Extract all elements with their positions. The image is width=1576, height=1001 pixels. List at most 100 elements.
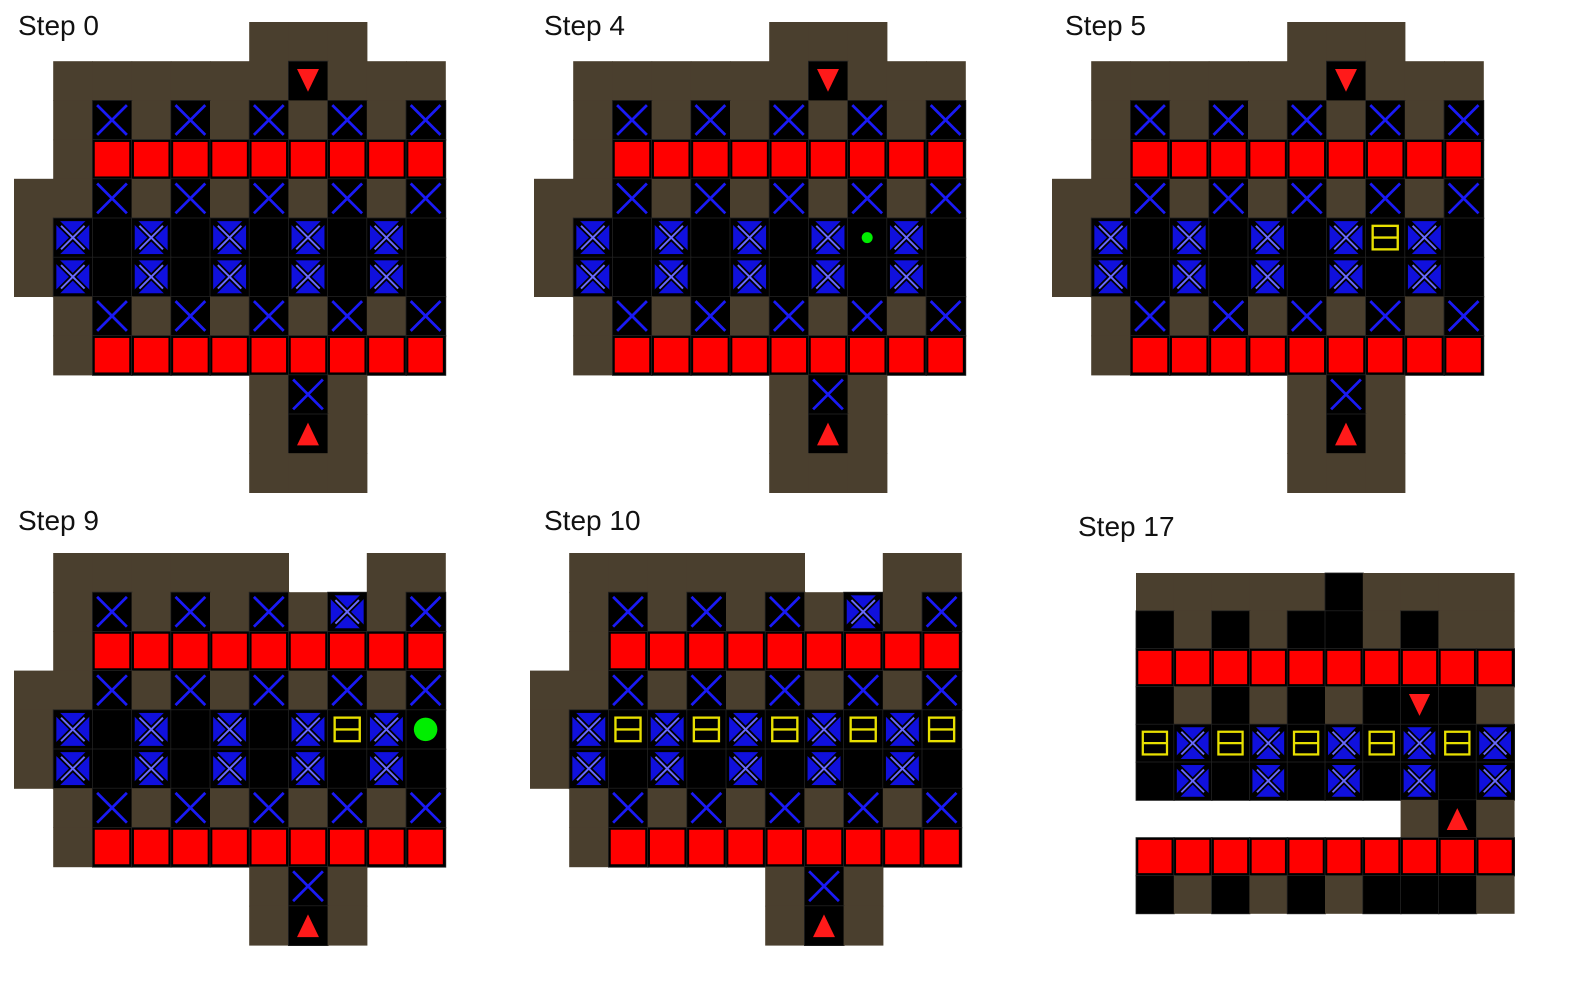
wall-tile — [1404, 178, 1445, 219]
wall-tile — [92, 61, 133, 101]
black-floor-tile — [1130, 256, 1171, 298]
red-box-icon — [882, 631, 923, 672]
black-floor-tile — [921, 748, 963, 790]
panel-label-step-5: Step 5 — [1065, 10, 1146, 41]
red-arrow-up-icon — [287, 413, 329, 455]
black-floor-tile — [248, 256, 290, 298]
wall-tile — [1326, 100, 1367, 141]
wall-tile — [1362, 573, 1402, 612]
black-floor-tile — [1286, 761, 1326, 801]
black-floor-tile — [925, 217, 967, 259]
blue-x-block-icon — [131, 217, 172, 259]
blue-x-block-icon — [1173, 761, 1213, 801]
red-box-icon — [287, 827, 329, 868]
red-box-icon — [405, 335, 447, 376]
yellow-gate-icon — [686, 709, 727, 750]
wall-tile — [573, 296, 613, 337]
wall-tile — [804, 670, 845, 711]
wall-tile — [530, 709, 570, 750]
blue-x-target-icon — [921, 670, 963, 711]
red-box-icon — [921, 631, 963, 672]
wall-tile — [726, 592, 766, 632]
blue-x-block-icon — [1169, 256, 1210, 298]
wall-tile — [804, 592, 845, 632]
black-floor-tile — [1211, 875, 1251, 915]
blue-x-block-icon — [725, 709, 767, 750]
wall-tile — [131, 178, 172, 219]
wall-tile — [1173, 610, 1213, 650]
blue-x-target-icon — [608, 591, 649, 633]
black-floor-tile — [248, 709, 290, 750]
wall-tile — [288, 788, 329, 828]
wall-tile — [1400, 573, 1439, 612]
red-box-icon — [1249, 648, 1289, 688]
wall-tile — [1169, 61, 1210, 101]
blue-x-block-icon — [209, 256, 251, 298]
blue-x-block-icon — [327, 591, 368, 633]
red-box-icon — [1173, 648, 1213, 688]
wall-tile — [53, 670, 93, 711]
wall-tile — [847, 22, 888, 62]
red-box-icon — [690, 139, 731, 180]
wall-tile — [131, 553, 172, 593]
red-box-icon — [1443, 335, 1485, 376]
red-box-icon — [1438, 648, 1478, 688]
blue-x-block-icon — [647, 709, 688, 750]
blue-x-target-icon — [405, 295, 447, 337]
black-floor-tile — [327, 748, 368, 790]
panel-label-step-4: Step 4 — [544, 10, 625, 41]
wall-tile — [1091, 178, 1131, 219]
red-box-icon — [248, 139, 290, 180]
wall-tile — [730, 61, 770, 101]
wall-tile — [1249, 686, 1288, 725]
wall-tile — [573, 61, 613, 101]
wall-tile — [1404, 100, 1445, 141]
wall-tile — [366, 296, 407, 337]
blue-x-block-icon — [1247, 256, 1289, 298]
wall-tile — [1287, 573, 1326, 612]
blue-x-target-icon — [925, 178, 967, 220]
wall-tile — [765, 553, 805, 593]
blue-x-target-icon — [1286, 100, 1328, 141]
wall-tile — [366, 178, 407, 219]
wall-tile — [1326, 22, 1367, 62]
blue-x-block-icon — [729, 217, 771, 259]
wall-tile — [534, 257, 574, 297]
red-box-icon — [1362, 648, 1402, 688]
red-box-icon — [1286, 648, 1326, 688]
blue-x-target-icon — [92, 100, 133, 141]
black-floor-tile — [925, 256, 967, 298]
wall-tile — [569, 631, 609, 672]
red-box-icon — [651, 139, 692, 180]
blue-x-block-icon — [882, 709, 923, 750]
yellow-gate-icon — [1286, 723, 1326, 764]
red-box-icon — [1365, 335, 1406, 376]
red-box-icon — [405, 631, 447, 672]
blue-x-target-icon — [327, 670, 368, 711]
wall-tile — [765, 866, 805, 907]
wall-tile — [847, 414, 888, 454]
black-floor-tile — [405, 217, 447, 259]
wall-tile — [886, 61, 927, 101]
wall-tile — [769, 61, 809, 101]
blue-x-target-icon — [327, 787, 368, 829]
wall-tile — [1476, 610, 1515, 650]
wall-tile — [327, 866, 368, 907]
board-step-5 — [1052, 22, 1485, 493]
blue-x-target-icon — [405, 178, 447, 220]
wall-tile — [847, 453, 888, 493]
blue-x-target-icon — [92, 295, 133, 337]
wall-tile — [288, 100, 329, 141]
wall-tile — [886, 178, 927, 219]
red-arrow-down-icon — [1326, 60, 1367, 102]
wall-tile — [1365, 61, 1406, 101]
wall-tile — [288, 22, 329, 62]
blue-x-block-icon — [366, 217, 407, 259]
small-green-dot-icon — [847, 217, 888, 259]
wall-tile — [1173, 686, 1213, 725]
blue-x-block-icon — [1324, 723, 1364, 764]
wall-tile — [53, 788, 93, 828]
wall-tile — [406, 61, 446, 101]
blue-x-block-icon — [1169, 217, 1210, 259]
blue-x-block-icon — [1404, 256, 1446, 298]
